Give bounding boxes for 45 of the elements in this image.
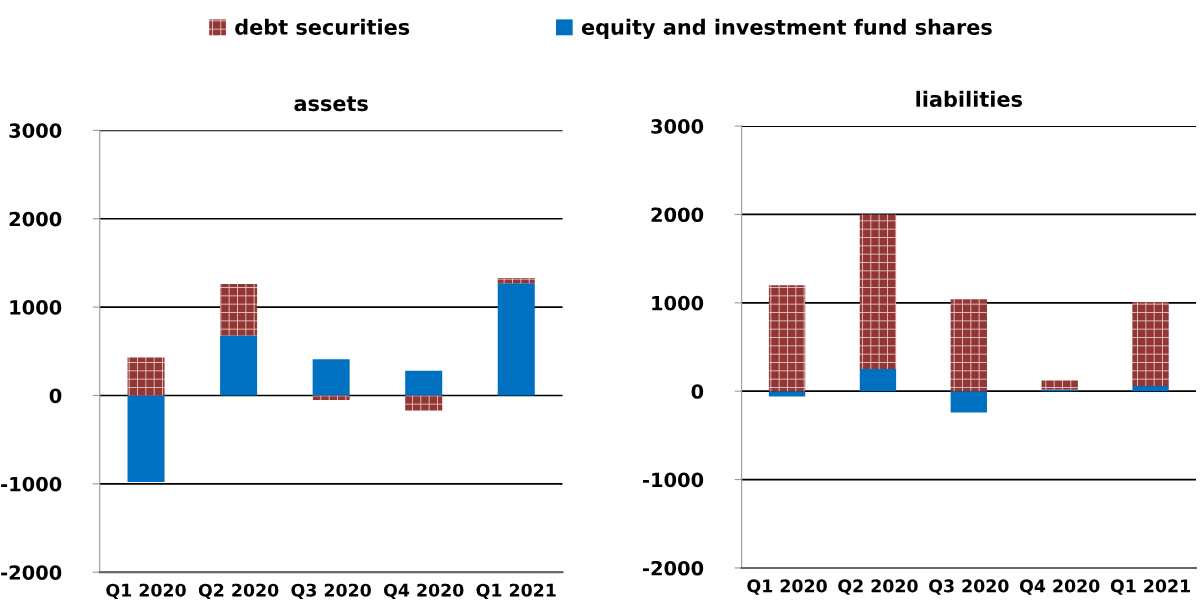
x-tick-label: Q1 2020 [747,579,827,595]
bar [405,395,443,411]
y-tick-label: -1000 [643,472,704,488]
bar [497,283,535,396]
bar [768,285,806,392]
x-tick-label: Q4 2020 [1019,579,1100,595]
x-tick-label: Q3 2020 [291,583,371,600]
bar [768,391,806,397]
x-tick-label: Q1 2021 [476,583,556,600]
y-tick-label: 0 [49,388,62,404]
y-tick-label: -2000 [1,565,62,580]
bar [220,284,258,336]
bar [127,395,165,483]
bar [497,277,535,284]
bar [312,359,350,396]
x-tick-label: Q4 2020 [383,583,464,600]
x-tick-label: Q1 2021 [1110,579,1190,595]
x-tick-label: Q2 2020 [838,579,918,595]
y-tick-label: 3000 [651,119,704,134]
bar [1132,301,1169,386]
chart-title: assets [294,96,368,112]
bar [1041,380,1078,390]
y-tick-label: -1000 [1,476,62,492]
bar [1132,385,1169,392]
legend-label: equity and investment fund shares [581,18,992,40]
y-tick-label: 1000 [10,300,62,315]
bar [859,214,897,370]
y-tick-label: 2000 [651,207,704,223]
bar [950,299,987,392]
bar [405,370,443,396]
chart-title: liabilities [916,90,1022,107]
y-tick-label: 2000 [9,211,62,227]
legend-label: debt securities [235,18,410,35]
x-tick-label: Q1 2020 [106,583,186,600]
bar [312,395,350,400]
bar [220,335,258,396]
x-tick-label: Q3 2020 [929,579,1009,595]
x-tick-label: Q2 2020 [198,583,279,600]
y-tick-label: 3000 [9,123,62,139]
bar [950,391,987,413]
y-tick-label: -2000 [643,560,704,576]
bar [127,357,165,396]
bar [859,369,897,392]
y-tick-label: 0 [691,384,704,399]
y-tick-label: 1000 [652,295,704,311]
